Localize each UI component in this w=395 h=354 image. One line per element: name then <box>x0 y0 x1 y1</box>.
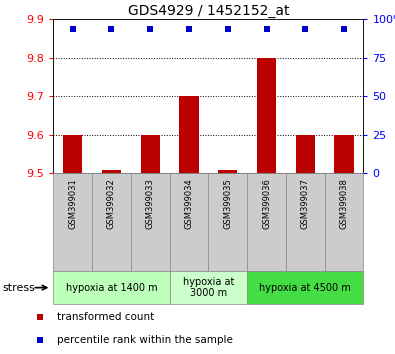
Bar <box>218 170 237 173</box>
Text: GSM399033: GSM399033 <box>146 178 155 229</box>
Bar <box>247 173 286 271</box>
Title: GDS4929 / 1452152_at: GDS4929 / 1452152_at <box>128 5 289 18</box>
Bar <box>53 271 169 304</box>
Bar <box>334 135 354 173</box>
Bar <box>92 173 131 271</box>
Bar <box>247 271 363 304</box>
Text: GSM399032: GSM399032 <box>107 178 116 229</box>
Bar <box>141 135 160 173</box>
Text: GSM399038: GSM399038 <box>340 178 348 229</box>
Bar <box>257 58 276 173</box>
Text: GSM399037: GSM399037 <box>301 178 310 229</box>
Text: hypoxia at 4500 m: hypoxia at 4500 m <box>260 282 351 293</box>
Bar <box>53 173 92 271</box>
Bar <box>169 173 209 271</box>
Bar <box>169 271 247 304</box>
Text: percentile rank within the sample: percentile rank within the sample <box>56 335 233 346</box>
Bar <box>209 173 247 271</box>
Text: hypoxia at
3000 m: hypoxia at 3000 m <box>182 277 234 298</box>
Bar <box>295 135 315 173</box>
Bar <box>179 97 199 173</box>
Bar <box>102 170 121 173</box>
Text: stress: stress <box>2 282 35 293</box>
Text: GSM399036: GSM399036 <box>262 178 271 229</box>
Bar <box>131 173 169 271</box>
Text: transformed count: transformed count <box>56 312 154 322</box>
Text: GSM399031: GSM399031 <box>68 178 77 229</box>
Bar <box>63 135 83 173</box>
Text: GSM399034: GSM399034 <box>184 178 194 229</box>
Text: GSM399035: GSM399035 <box>223 178 232 229</box>
Text: hypoxia at 1400 m: hypoxia at 1400 m <box>66 282 157 293</box>
Bar <box>325 173 363 271</box>
Bar <box>286 173 325 271</box>
